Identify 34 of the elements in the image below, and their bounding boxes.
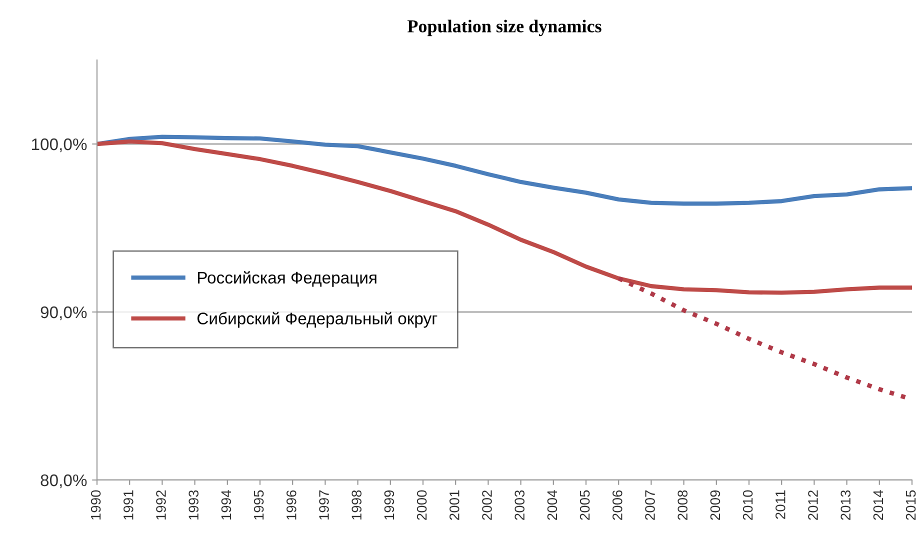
x-tick-label: 1993 [188,490,199,520]
x-tick-label: 1997 [319,490,329,520]
x-tick-label: 2005 [580,490,590,520]
x-tick-label: 2014 [873,490,884,520]
line-series [97,139,912,295]
x-tick-label: 2010 [742,490,753,520]
x-tick-label: 2015 [906,490,916,520]
x-tick-label: 2011 [775,490,786,519]
x-tick-label: 2003 [514,490,525,520]
x-tick-label: 2004 [547,490,558,520]
legend-label: Сибирский Федеральный округ [197,312,438,328]
x-tick-label: 2012 [808,490,818,520]
x-tick-label: 2002 [482,490,492,520]
x-tick-label: 2000 [416,490,427,520]
x-tick-label: 1998 [352,490,362,520]
y-tick-label: 80,0% [40,474,87,488]
x-tick-label: 2006 [612,490,622,520]
x-tick-label: 1995 [254,490,264,520]
x-tick-label: 2009 [710,490,720,520]
x-tick-label: 2001 [449,490,460,520]
x-tick-label: 2007 [645,490,655,520]
line-series [97,134,912,206]
chart-title: Population size dynamics [408,20,602,36]
x-tick-label: 1992 [156,490,166,520]
x-tick-label: 1991 [123,490,134,520]
legend-label: Российская Федерация [198,271,376,287]
x-tick-label: 2013 [840,490,851,520]
x-tick-label: 1999 [384,490,394,520]
y-tick-label: 90,0% [40,306,87,320]
x-tick-label: 1996 [286,490,296,520]
x-tick-label: 1990 [90,490,101,520]
x-tick-label: 1994 [221,490,232,520]
x-tick-label: 2008 [678,490,688,520]
y-tick-label: 100,0% [32,138,87,152]
